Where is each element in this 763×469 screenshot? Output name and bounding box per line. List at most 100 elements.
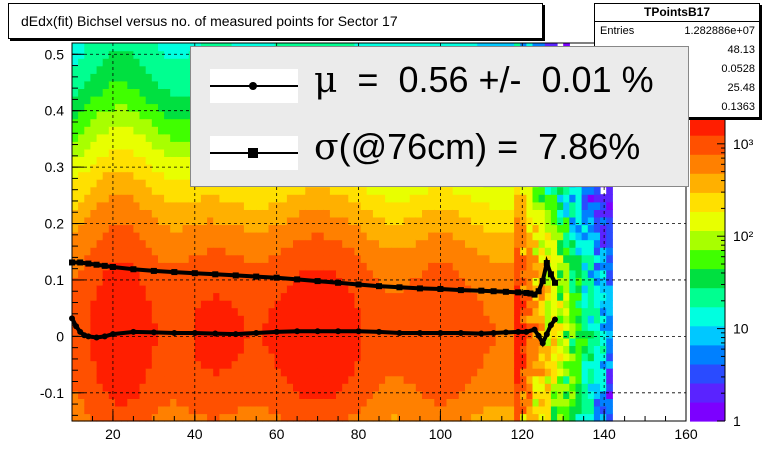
heatmap-cell xyxy=(158,141,165,150)
heatmap-cell xyxy=(557,284,564,294)
heatmap-cell xyxy=(286,262,294,271)
heatmap-cell xyxy=(286,201,294,210)
heatmap-cell xyxy=(569,398,576,407)
heatmap-cell xyxy=(507,315,515,324)
heatmap-cell xyxy=(575,345,583,354)
heatmap-cell xyxy=(90,88,98,97)
heatmap-cell xyxy=(538,194,546,203)
heatmap-cell xyxy=(305,390,312,399)
heatmap-cell xyxy=(164,262,171,271)
heatmap-cell xyxy=(593,322,601,331)
heatmap-cell xyxy=(90,126,98,135)
heatmap-cell xyxy=(139,148,147,157)
heatmap-cell xyxy=(274,345,282,354)
heatmap-cell xyxy=(243,284,251,294)
heatmap-cell xyxy=(102,58,110,67)
heatmap-cell xyxy=(102,111,110,120)
heatmap-cell xyxy=(471,398,478,407)
heatmap-cell xyxy=(170,50,177,59)
heatmap-cell xyxy=(250,216,257,226)
heatmap-cell xyxy=(219,398,227,407)
heatmap-cell xyxy=(348,262,355,271)
heatmap-cell xyxy=(563,413,570,422)
heatmap-cell xyxy=(495,232,503,241)
heatmap-cell xyxy=(348,277,355,286)
data-point-circle xyxy=(490,329,497,336)
heatmap-cell xyxy=(329,353,337,362)
heatmap-cell xyxy=(465,353,472,362)
heatmap-cell xyxy=(397,194,405,203)
heatmap-cell xyxy=(78,345,85,354)
heatmap-cell xyxy=(243,239,251,248)
heatmap-cell xyxy=(133,322,141,331)
heatmap-cell xyxy=(158,43,165,52)
heatmap-cell xyxy=(323,262,331,271)
heatmap-cell xyxy=(575,368,583,377)
heatmap-cell xyxy=(354,353,362,362)
heatmap-cell xyxy=(262,368,269,377)
heatmap-cell xyxy=(121,247,128,256)
heatmap-cell xyxy=(115,337,122,346)
heatmap-cell xyxy=(72,201,79,210)
heatmap-cell xyxy=(96,383,104,392)
heatmap-cell xyxy=(305,413,312,422)
heatmap-cell xyxy=(200,277,208,286)
heatmap-cell xyxy=(397,186,405,195)
heatmap-cell xyxy=(72,194,79,203)
heatmap-cell xyxy=(446,247,454,256)
heatmap-cell xyxy=(84,232,91,241)
heatmap-cell xyxy=(84,194,91,203)
heatmap-cell xyxy=(72,118,79,127)
heatmap-cell xyxy=(243,360,251,369)
heatmap-cell xyxy=(145,353,153,362)
heatmap-cell xyxy=(587,224,595,233)
heatmap-cell xyxy=(483,262,491,271)
heatmap-cell xyxy=(526,194,534,203)
heatmap-cell xyxy=(477,247,484,256)
heatmap-cell xyxy=(96,126,104,135)
heatmap-cell xyxy=(379,300,386,309)
heatmap-cell xyxy=(366,277,374,286)
heatmap-cell xyxy=(379,209,386,218)
heatmap-cell xyxy=(200,201,208,210)
heatmap-cell xyxy=(532,194,540,203)
heatmap-cell xyxy=(526,368,534,377)
heatmap-cell xyxy=(366,224,374,233)
heatmap-cell xyxy=(78,413,85,422)
data-point-square xyxy=(273,274,280,281)
heatmap-cell xyxy=(544,284,552,294)
heatmap-cell xyxy=(329,375,337,384)
heatmap-cell xyxy=(102,390,110,399)
heatmap-cell xyxy=(489,262,497,271)
heatmap-cell xyxy=(489,232,497,241)
heatmap-cell xyxy=(170,262,177,271)
heatmap-cell xyxy=(403,360,411,369)
heatmap-cell xyxy=(434,277,441,286)
heatmap-cell xyxy=(606,345,613,354)
heatmap-cell xyxy=(422,405,429,415)
heatmap-cell xyxy=(133,360,141,369)
heatmap-cell xyxy=(237,368,245,377)
heatmap-cell xyxy=(133,164,141,173)
heatmap-cell xyxy=(90,284,98,294)
heatmap-cell xyxy=(452,368,460,377)
heatmap-cell xyxy=(575,413,583,422)
heatmap-cell xyxy=(403,413,411,422)
stats-histogram-name: TPointsB17 xyxy=(595,4,759,22)
heatmap-cell xyxy=(428,186,435,195)
heatmap-cell xyxy=(581,254,589,263)
heatmap-cell xyxy=(207,194,214,203)
heatmap-cell xyxy=(563,375,570,384)
heatmap-cell xyxy=(403,405,411,415)
heatmap-cell xyxy=(544,345,552,354)
heatmap-cell xyxy=(250,292,257,301)
heatmap-cell xyxy=(391,390,398,399)
heatmap-cell xyxy=(569,345,576,354)
heatmap-cell xyxy=(280,262,288,271)
heatmap-cell xyxy=(520,383,527,392)
heatmap-cell xyxy=(495,209,503,218)
heatmap-cell xyxy=(78,118,85,127)
heatmap-cell xyxy=(72,141,79,150)
heatmap-cell xyxy=(323,247,331,256)
heatmap-cell xyxy=(299,232,306,241)
